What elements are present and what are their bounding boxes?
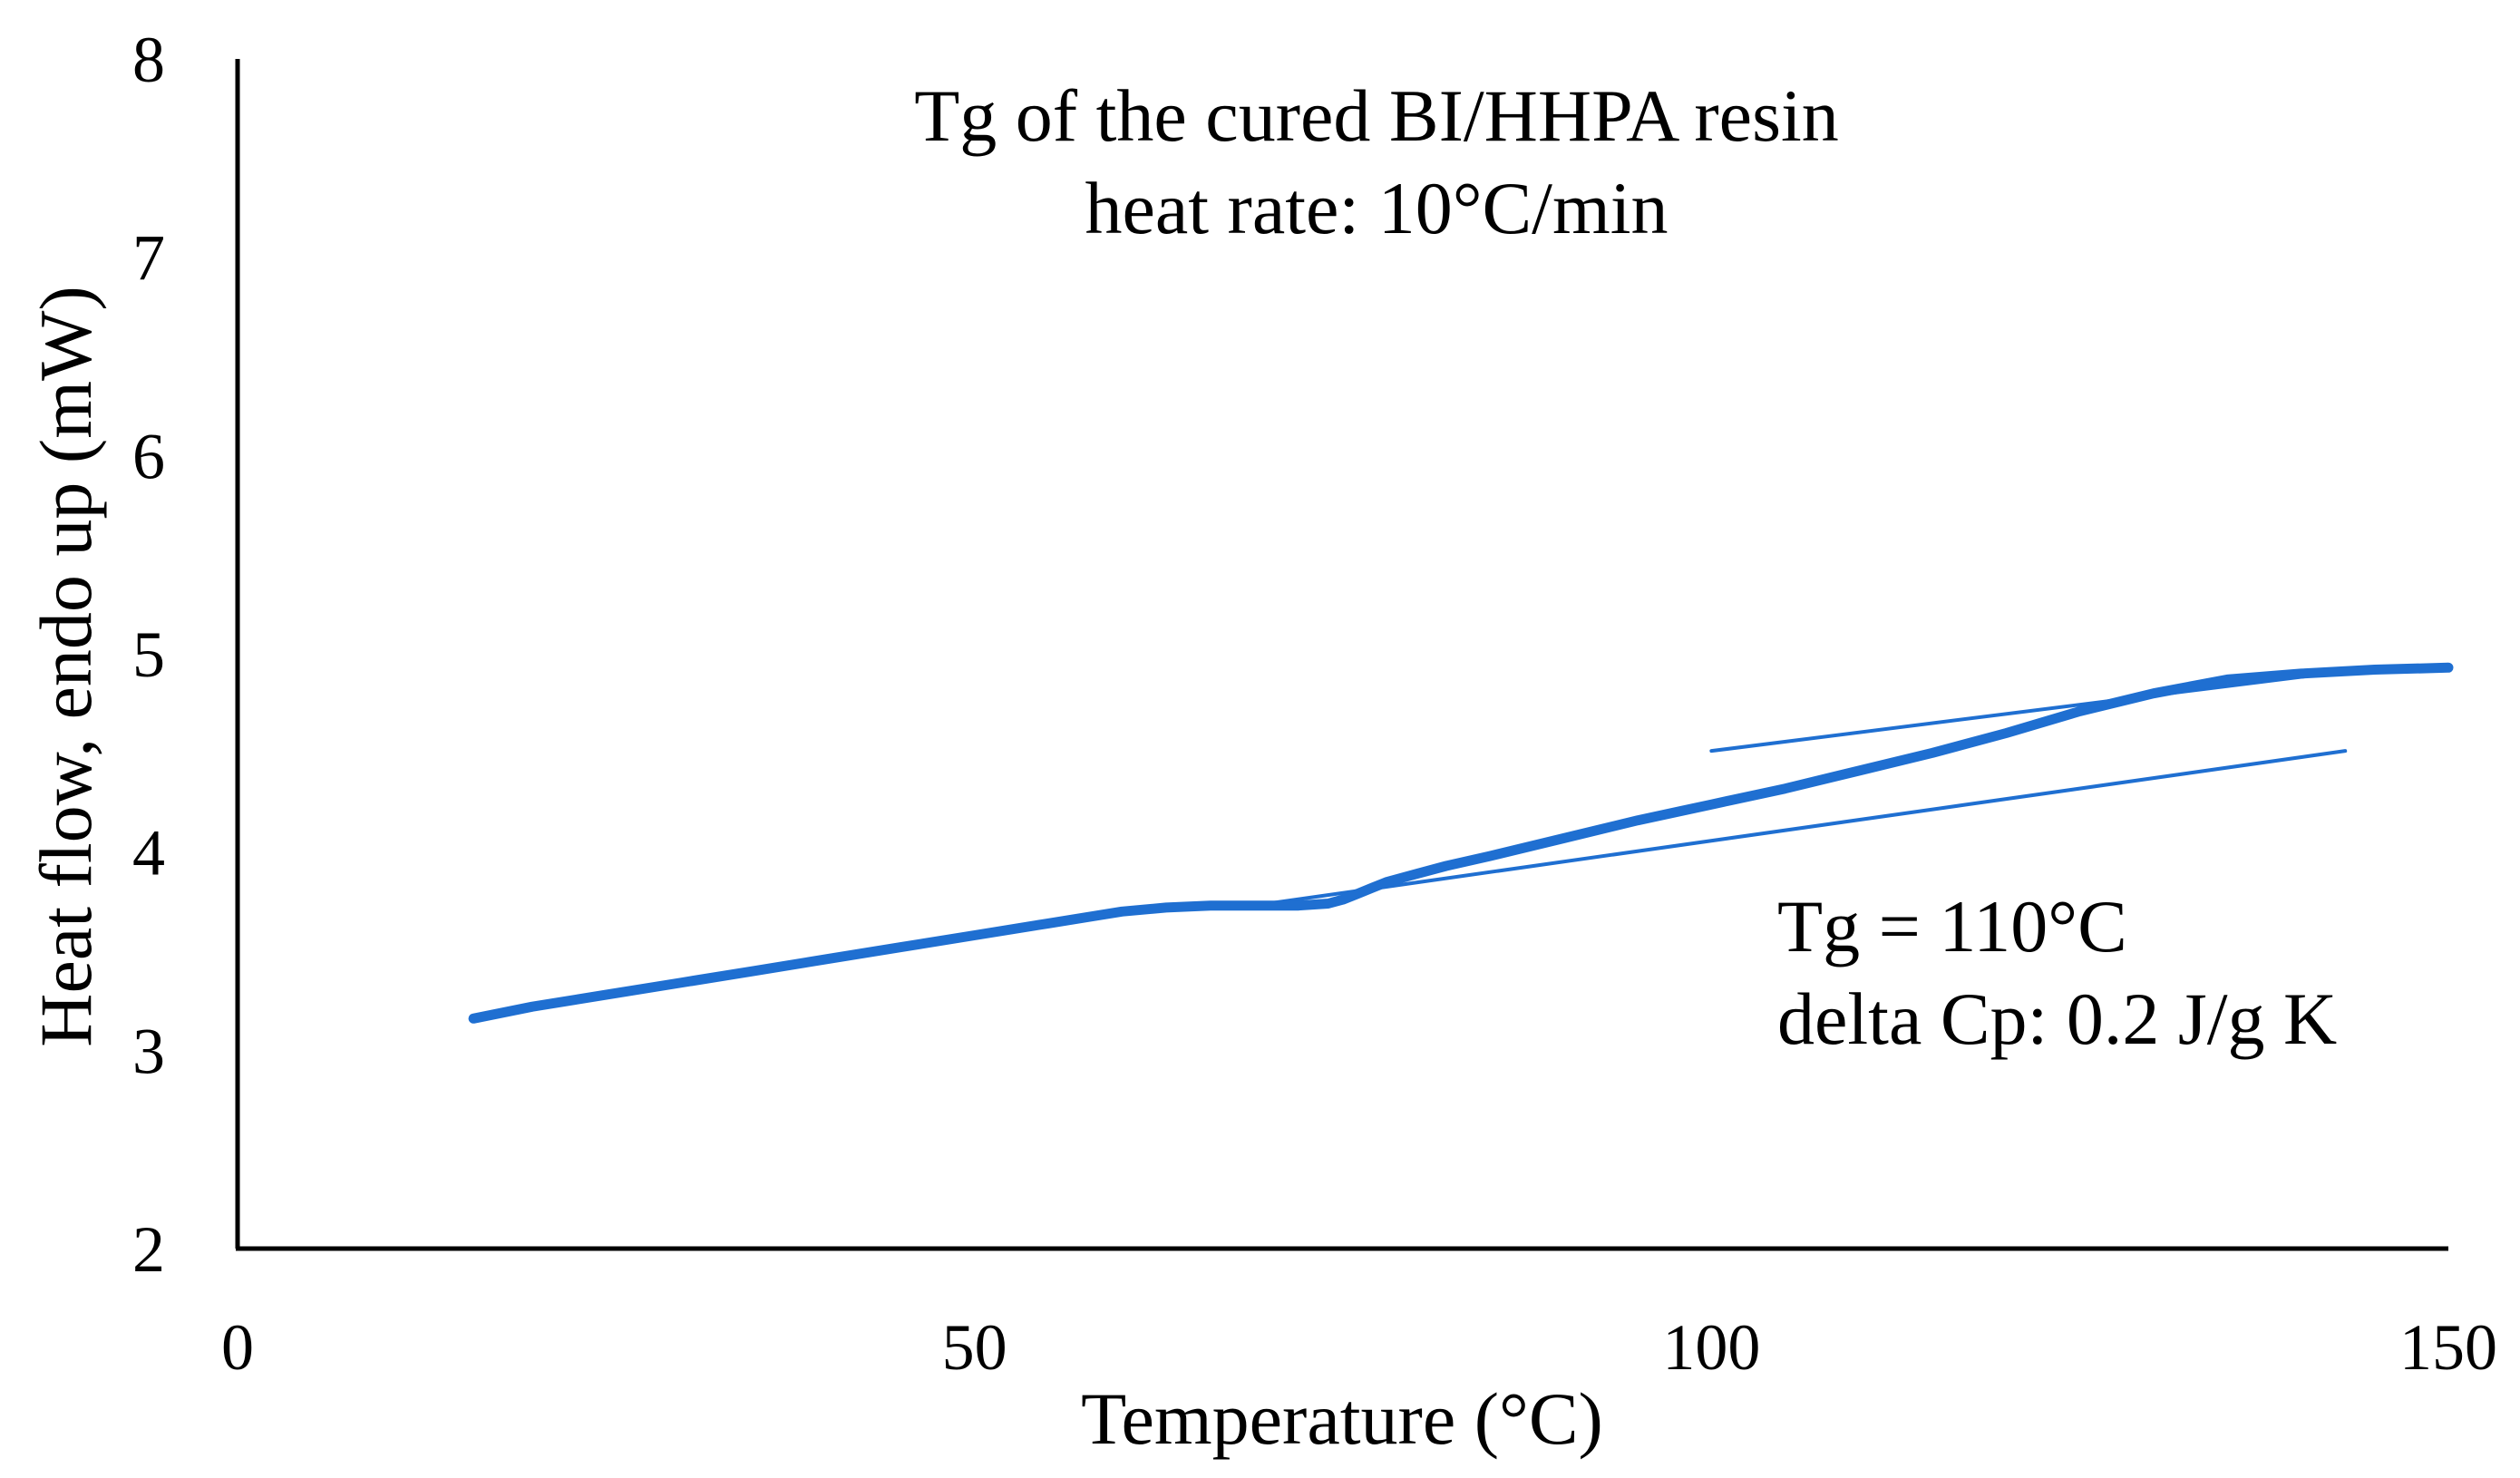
y-tick-label: 2 bbox=[132, 1213, 165, 1286]
ticks-layer: 0 50 100 150 2 3 4 5 6 7 8 bbox=[132, 24, 2497, 1384]
y-tick-label: 5 bbox=[132, 618, 165, 691]
tangent-line bbox=[1238, 749, 2348, 909]
y-tick-label: 3 bbox=[132, 1015, 165, 1087]
chart-subtitle: heat rate: 10°C/min bbox=[1085, 167, 1668, 249]
y-tick-label: 8 bbox=[132, 24, 165, 96]
y-tick-label: 6 bbox=[132, 420, 165, 492]
x-tick-label: 50 bbox=[942, 1311, 1007, 1384]
chart-title: Tg of the cured BI/HHPA resin bbox=[914, 74, 1839, 157]
x-tick-label: 150 bbox=[2399, 1311, 2497, 1384]
y-tick-label: 7 bbox=[132, 222, 165, 295]
delta-cp-annotation: delta Cp: 0.2 J/g K bbox=[1777, 977, 2337, 1060]
heat-flow-series-line bbox=[468, 662, 2454, 1024]
y-tick-label: 4 bbox=[132, 817, 165, 890]
y-axis-title: Heat flow, endo up (mW) bbox=[24, 286, 107, 1046]
x-tick-label: 100 bbox=[1662, 1311, 1760, 1384]
tg-annotation: Tg = 110°C bbox=[1777, 885, 2127, 968]
x-tick-label: 0 bbox=[221, 1311, 254, 1384]
marks-layer bbox=[468, 662, 2454, 1024]
x-axis-title: Temperature (°C) bbox=[1081, 1377, 1603, 1460]
